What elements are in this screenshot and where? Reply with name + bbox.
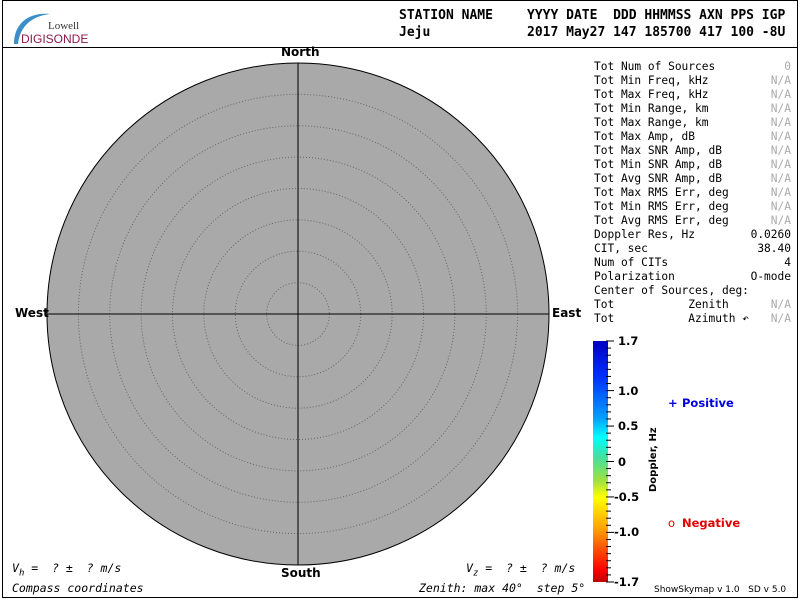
- stat-label: Tot Azimuth ↶: [594, 312, 749, 325]
- stat-label: Center of Sources, deg:: [594, 284, 749, 297]
- stat-value: N/A: [770, 214, 791, 227]
- stat-label: Tot Num of Sources: [594, 60, 716, 73]
- stat-value: N/A: [770, 312, 791, 325]
- stat-value: O-mode: [750, 270, 791, 283]
- stat-row: Tot Max Range, km N/A: [594, 116, 791, 130]
- stat-value: N/A: [770, 74, 791, 87]
- colorbar-tick-label: 0.5: [618, 419, 639, 434]
- stat-value: N/A: [770, 298, 791, 311]
- header-values: 2017 May27 147 185700 417 100 -8U: [527, 25, 786, 40]
- legend-positive-icon: +: [668, 396, 678, 410]
- stat-label: Tot Min SNR Amp, dB: [594, 158, 722, 171]
- stat-row: Tot Max RMS Err, deg N/A: [594, 186, 791, 200]
- stat-label: Tot Avg RMS Err, deg: [594, 214, 729, 227]
- zenith-info: Zenith: max 40° step 5°: [419, 581, 586, 595]
- stat-value: N/A: [770, 130, 791, 143]
- colorbar-tick-label: 1.0: [618, 383, 639, 398]
- stat-value: N/A: [770, 172, 791, 185]
- stat-label: Tot Min RMS Err, deg: [594, 200, 729, 213]
- colorbar-tick-label: -1.7: [614, 575, 640, 589]
- stat-label: Tot Max SNR Amp, dB: [594, 144, 722, 157]
- stat-row: Tot Num of Sources 0: [594, 60, 791, 74]
- colorbar-tick-label: -0.5: [614, 489, 640, 504]
- stat-label: Tot Max RMS Err, deg: [594, 186, 729, 199]
- stat-row: Num of CITs 4: [594, 256, 791, 270]
- stat-label: Doppler Res, Hz: [594, 228, 696, 241]
- stat-value: 0: [784, 60, 791, 73]
- header-divider: [2, 47, 797, 48]
- stat-label: Tot Zenith: [594, 298, 729, 311]
- stat-label: Polarization: [594, 270, 675, 283]
- stat-row: Tot Avg RMS Err, deg N/A: [594, 214, 791, 228]
- stat-label: Tot Min Range, km: [594, 102, 709, 115]
- stat-row: Tot Max Amp, dB N/A: [594, 130, 791, 144]
- header-labels-right: YYYY DATE DDD HHMMSS AXN PPS IGP: [527, 8, 786, 23]
- stat-label: Tot Max Range, km: [594, 116, 709, 129]
- stat-value: 4: [784, 256, 791, 269]
- stat-row: Polarization O-mode: [594, 270, 791, 284]
- header-labels-left: STATION NAME: [399, 8, 493, 23]
- stat-row: Tot Zenith N/A: [594, 298, 791, 312]
- version-info: ShowSkymap v 1.0 SD v 5.0: [654, 585, 787, 595]
- label-west: West: [15, 306, 49, 320]
- label-north: North: [281, 45, 320, 59]
- logo-digisonde: DIGISONDE: [21, 32, 89, 46]
- stat-row: CIT, sec 38.40: [594, 242, 791, 256]
- stat-row: Tot Max Freq, kHz N/A: [594, 88, 791, 102]
- colorbar-tick-label: 1.7: [618, 334, 639, 348]
- skymap: [46, 62, 550, 566]
- label-east: East: [552, 306, 582, 320]
- stat-value: 0.0260: [750, 228, 791, 241]
- station-name: Jeju: [399, 25, 431, 40]
- stat-value: N/A: [770, 186, 791, 199]
- stat-value: N/A: [770, 102, 791, 115]
- stat-label: CIT, sec: [594, 242, 648, 255]
- legend-negative-label: Negative: [682, 516, 741, 530]
- statistics-panel: Tot Num of Sources 0 Tot Min Freq, kHz N/A T…: [594, 60, 791, 326]
- stat-row: Tot Min SNR Amp, dB N/A: [594, 158, 791, 172]
- legend-negative-icon: o: [668, 516, 676, 530]
- stat-value: N/A: [770, 88, 791, 101]
- legend-positive-label: Positive: [682, 396, 734, 410]
- colorbar-ticks: [606, 340, 614, 583]
- stat-row: Doppler Res, Hz 0.0260: [594, 228, 791, 242]
- stat-row: Tot Min Freq, kHz N/A: [594, 74, 791, 88]
- stat-row: Tot Min Range, km N/A: [594, 102, 791, 116]
- colorbar-tick-label: 0: [618, 454, 627, 469]
- logo-lowell: Lowell: [48, 20, 80, 32]
- colorbar-tick-label: -1.0: [614, 525, 640, 540]
- skymap-plot: [46, 62, 550, 566]
- stat-value: N/A: [770, 200, 791, 213]
- stat-value: N/A: [770, 158, 791, 171]
- doppler-colorbar: [593, 341, 608, 582]
- stat-value: N/A: [770, 144, 791, 157]
- stat-label: Tot Max Freq, kHz: [594, 88, 709, 101]
- stat-label: Num of CITs: [594, 256, 669, 269]
- stat-row: Tot Azimuth ↶ N/A: [594, 312, 791, 326]
- stat-row: Tot Avg SNR Amp, dB N/A: [594, 172, 791, 186]
- vertical-velocity: Vz = ? ± ? m/s: [466, 561, 576, 579]
- stat-value: 38.40: [757, 242, 791, 255]
- stat-label: Tot Avg SNR Amp, dB: [594, 172, 722, 185]
- logo-swoosh-icon: [14, 13, 50, 44]
- horizontal-velocity: Vh = ? ± ? m/s: [12, 561, 122, 579]
- stat-value: N/A: [770, 116, 791, 129]
- coordinates-label: Compass coordinates: [12, 581, 144, 595]
- colorbar-title: Doppler, Hz: [648, 427, 659, 492]
- stat-row: Center of Sources, deg:: [594, 284, 791, 298]
- stat-label: Tot Min Freq, kHz: [594, 74, 709, 87]
- stat-row: Tot Max SNR Amp, dB N/A: [594, 144, 791, 158]
- stat-label: Tot Max Amp, dB: [594, 130, 696, 143]
- stat-row: Tot Min RMS Err, deg N/A: [594, 200, 791, 214]
- label-south: South: [281, 566, 321, 580]
